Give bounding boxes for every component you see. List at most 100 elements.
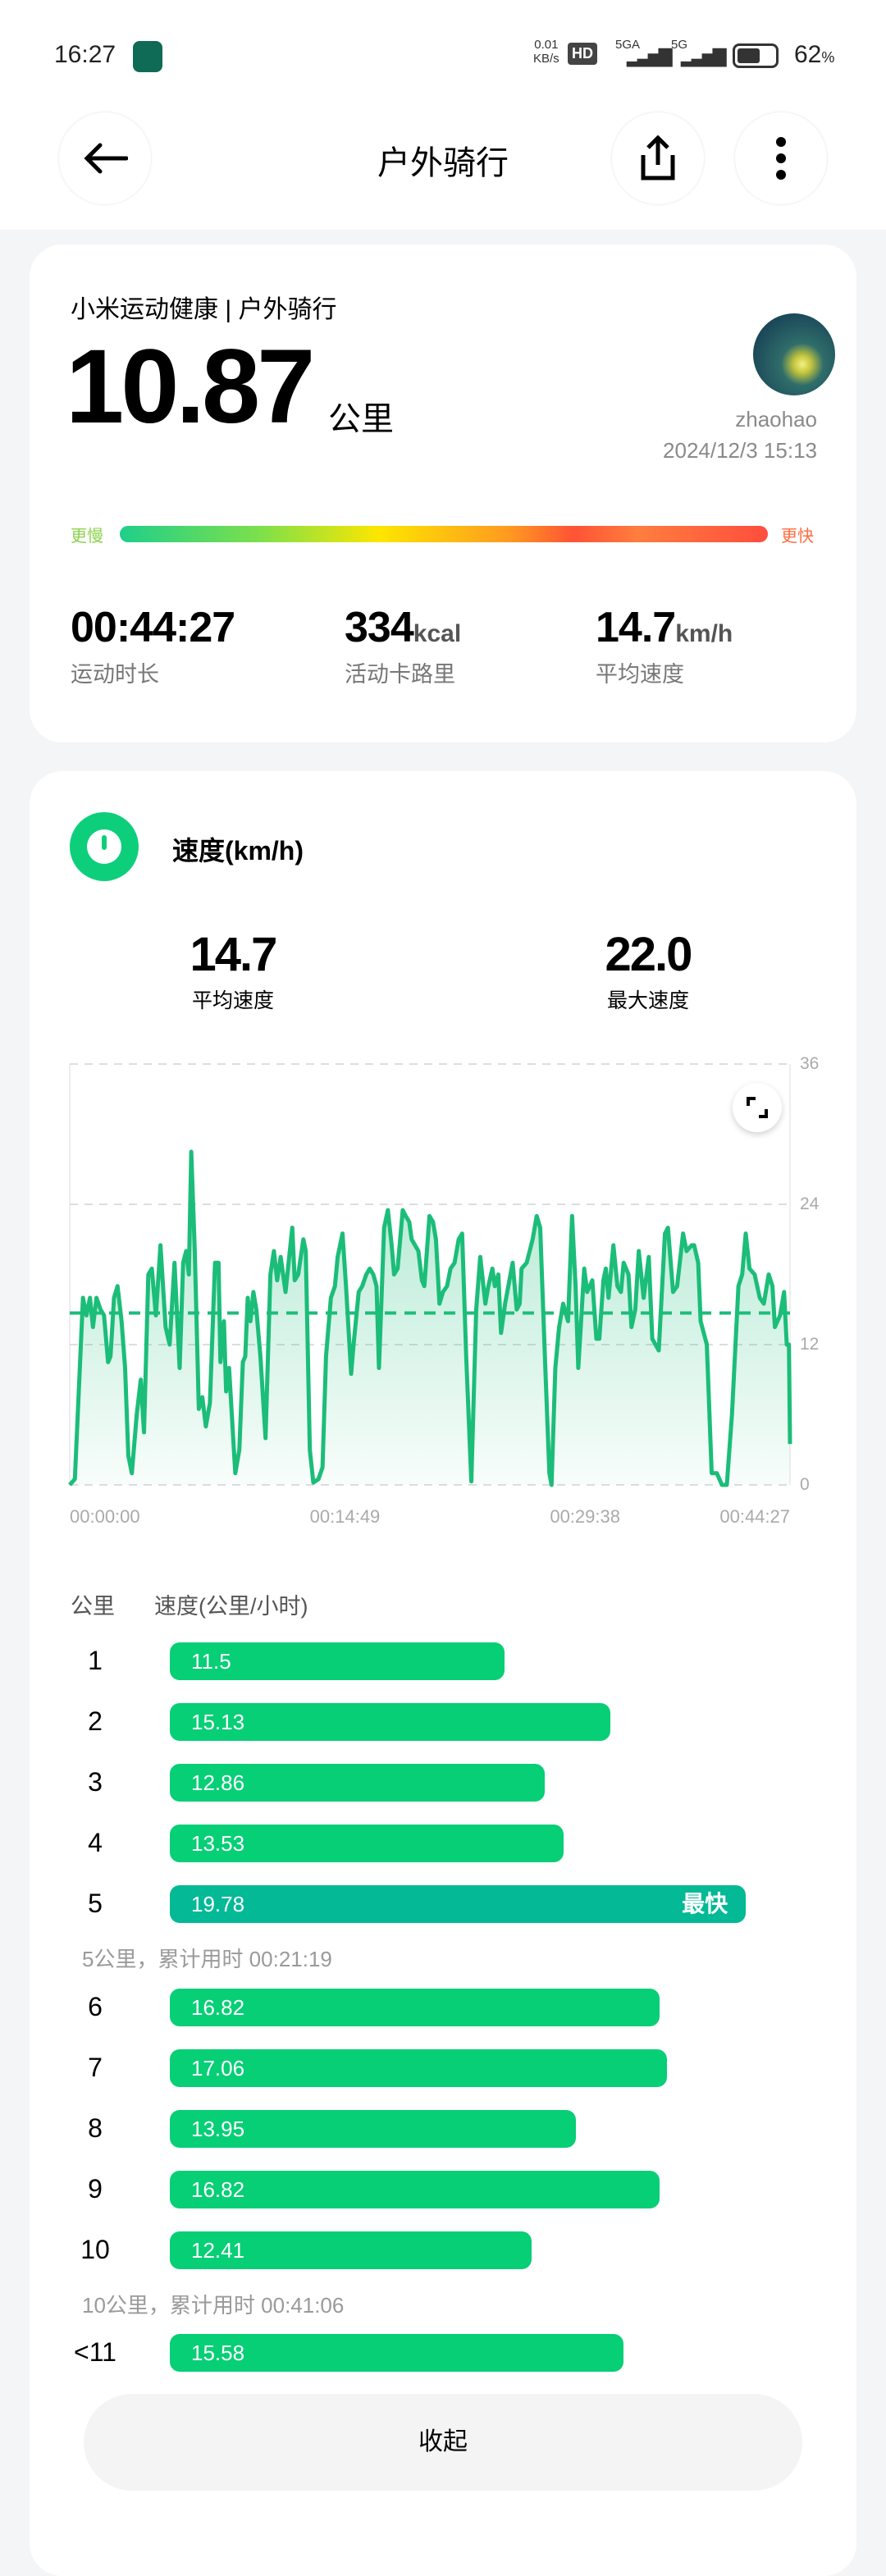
signal-icon: ▂▃▅▇ bbox=[627, 46, 673, 66]
x-tick-label: 00:29:38 bbox=[550, 1506, 620, 1527]
expand-chart-button[interactable] bbox=[733, 1083, 782, 1132]
stat-item: 14.7km/h bbox=[596, 603, 733, 652]
status-time: 16:27 bbox=[54, 41, 116, 68]
max-speed-value: 22.0 bbox=[605, 928, 693, 981]
summary-card bbox=[30, 244, 856, 742]
split-bar: 15.58 bbox=[170, 2334, 624, 2372]
share-icon bbox=[641, 135, 675, 180]
split-km: 8 bbox=[88, 2113, 103, 2143]
speed-chart bbox=[68, 1063, 792, 1487]
net-speed-unit: KB/s bbox=[533, 52, 559, 66]
sim1-label: 5GA bbox=[615, 38, 641, 52]
battery-value: 62 bbox=[794, 41, 822, 68]
battery-percent: 62% bbox=[794, 41, 834, 69]
stat-label: 活动卡路里 bbox=[345, 662, 455, 687]
split-speed: 15.58 bbox=[191, 2341, 245, 2365]
stat-item: 00:44:27 bbox=[71, 603, 235, 652]
split-km: 10 bbox=[80, 2235, 110, 2264]
split-bar: 19.78 最快 bbox=[170, 1885, 747, 1923]
avg-speed-value: 14.7 bbox=[190, 928, 278, 981]
split-speed: 13.53 bbox=[191, 1831, 245, 1856]
avatar[interactable] bbox=[753, 313, 835, 395]
split-speed: 11.5 bbox=[191, 1649, 231, 1674]
split-speed: 15.13 bbox=[191, 1710, 245, 1734]
cumulative-time-note: 10公里，累计用时 00:41:06 bbox=[82, 2293, 345, 2318]
share-button[interactable] bbox=[612, 112, 704, 204]
net-speed-value: 0.01 bbox=[534, 38, 559, 52]
split-bar: 13.53 bbox=[170, 1825, 564, 1862]
x-tick-label: 00:44:27 bbox=[719, 1506, 790, 1527]
fast-label: 更快 bbox=[781, 528, 814, 546]
more-button[interactable] bbox=[735, 112, 827, 204]
stat-value: 14.7 bbox=[596, 604, 676, 651]
split-bar: 11.5 bbox=[170, 1642, 505, 1680]
distance-value: 10.87 bbox=[66, 328, 315, 445]
split-speed: 16.82 bbox=[191, 2177, 245, 2202]
split-speed: 12.86 bbox=[191, 1770, 245, 1795]
max-speed-label: 最大速度 bbox=[606, 989, 689, 1012]
stat-unit: km/h bbox=[675, 620, 733, 647]
split-km: 3 bbox=[88, 1767, 103, 1797]
split-km: 2 bbox=[88, 1706, 103, 1736]
split-bar: 12.86 bbox=[170, 1764, 545, 1802]
top-bar bbox=[0, 0, 886, 230]
split-km: 6 bbox=[88, 1992, 103, 2021]
expand-icon bbox=[747, 1097, 768, 1118]
speed-line bbox=[68, 1149, 792, 1487]
stat-unit: kcal bbox=[413, 620, 462, 647]
stat-label: 运动时长 bbox=[71, 662, 159, 687]
split-km: 4 bbox=[88, 1828, 103, 1857]
speed-area bbox=[70, 1151, 790, 1485]
split-bar: 12.41 bbox=[170, 2231, 532, 2269]
split-km: 1 bbox=[88, 1646, 103, 1675]
network-speed: 0.01 KB/s bbox=[533, 38, 559, 66]
page-title: 户外骑行 bbox=[377, 145, 509, 181]
split-speed: 19.78 bbox=[191, 1892, 245, 1916]
arrow-left-icon bbox=[84, 143, 128, 174]
distance-unit: 公里 bbox=[328, 401, 394, 437]
speed-title: 速度(km/h) bbox=[172, 836, 304, 866]
y-tick-label: 0 bbox=[800, 1475, 810, 1494]
signal-icon: ▂▃▅▇ bbox=[681, 46, 727, 66]
back-button[interactable] bbox=[59, 112, 151, 204]
split-km: <11 bbox=[74, 2337, 116, 2367]
split-bar: 15.13 bbox=[170, 1703, 611, 1741]
y-tick-label: 36 bbox=[800, 1054, 820, 1073]
avg-speed-label: 平均速度 bbox=[191, 989, 274, 1012]
y-tick-label: 12 bbox=[800, 1335, 820, 1354]
stat-value: 334 bbox=[345, 604, 414, 651]
fastest-tag: 最快 bbox=[682, 1891, 728, 1916]
split-km: 5 bbox=[88, 1889, 103, 1918]
battery-unit: % bbox=[821, 49, 835, 66]
y-tick-label: 24 bbox=[800, 1194, 820, 1213]
split-speed: 13.95 bbox=[191, 2117, 245, 2141]
split-bar: 17.06 bbox=[170, 2049, 667, 2087]
split-speed: 16.82 bbox=[191, 1995, 245, 2020]
split-speed: 17.06 bbox=[191, 2056, 245, 2080]
stat-value: 00:44:27 bbox=[71, 604, 235, 651]
split-bar: 13.95 bbox=[170, 2110, 577, 2148]
col-km-header: 公里 bbox=[71, 1594, 115, 1619]
split-bar: 16.82 bbox=[170, 2171, 660, 2208]
stat-label: 平均速度 bbox=[596, 662, 684, 687]
more-vertical-icon bbox=[776, 137, 786, 180]
pace-gradient-bar bbox=[120, 526, 768, 542]
speed-icon bbox=[70, 812, 139, 881]
battery-fill bbox=[738, 48, 760, 63]
x-tick-label: 00:00:00 bbox=[70, 1506, 140, 1527]
slow-label: 更慢 bbox=[71, 528, 103, 546]
x-tick-label: 00:14:49 bbox=[309, 1506, 381, 1527]
split-bar: 16.82 bbox=[170, 1989, 660, 2026]
workout-datetime: 2024/12/3 15:13 bbox=[663, 438, 817, 463]
source-label: 小米运动健康 | 户外骑行 bbox=[71, 296, 337, 323]
split-speed: 12.41 bbox=[191, 2238, 245, 2263]
collapse-button[interactable]: 收起 bbox=[84, 2394, 802, 2491]
col-speed-header: 速度(公里/小时) bbox=[154, 1594, 308, 1619]
cumulative-time-note: 5公里，累计用时 00:21:19 bbox=[82, 1947, 332, 1971]
stat-item: 334kcal bbox=[345, 603, 461, 652]
user-name: zhaohao bbox=[735, 407, 817, 432]
app-notification-icon bbox=[133, 41, 162, 72]
hd-icon: HD bbox=[568, 43, 597, 65]
sim2-label: 5G bbox=[671, 38, 688, 52]
split-km: 9 bbox=[88, 2174, 103, 2204]
